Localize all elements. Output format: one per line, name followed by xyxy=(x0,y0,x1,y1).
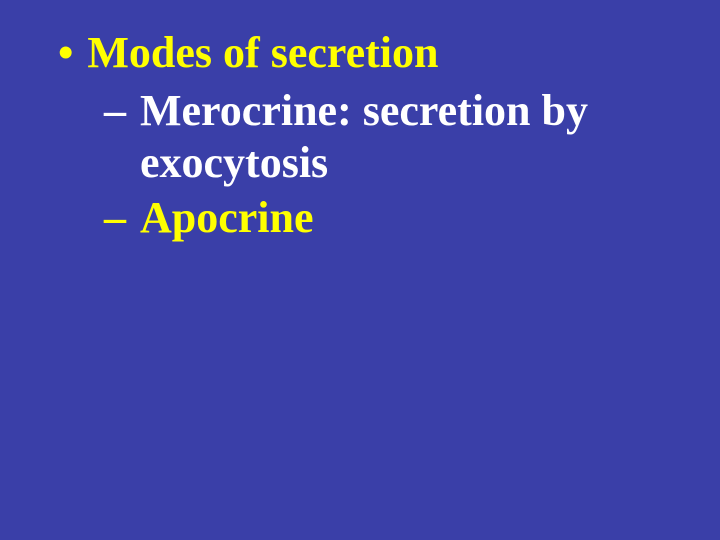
main-bullet-row: • Modes of secretion xyxy=(58,28,680,79)
sub-bullet-text: Apocrine xyxy=(140,192,314,244)
sub-bullet-item: – Merocrine: secretion by exocytosis xyxy=(104,85,680,189)
sub-bullet-text: Merocrine: secretion by exocytosis xyxy=(140,85,680,189)
sub-bullet-item: – Apocrine xyxy=(104,192,680,244)
bullet-icon: • xyxy=(58,28,73,79)
bullet-text: Modes of secretion xyxy=(87,28,438,79)
dash-icon: – xyxy=(104,85,126,137)
sub-bullet-list: – Merocrine: secretion by exocytosis – A… xyxy=(58,85,680,245)
dash-icon: – xyxy=(104,192,126,244)
